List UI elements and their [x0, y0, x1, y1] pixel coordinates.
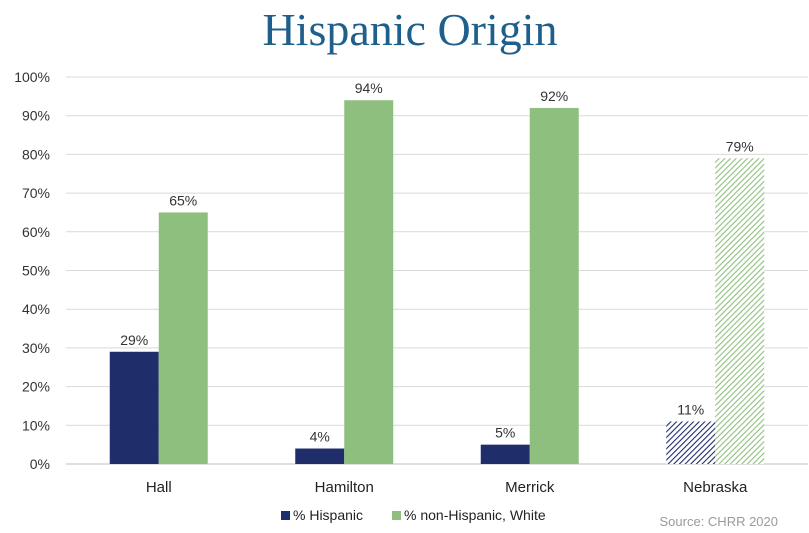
legend-label-hispanic: % Hispanic	[293, 507, 363, 523]
data-label: 92%	[540, 88, 568, 104]
y-tick-label: 80%	[22, 146, 50, 162]
bar-nebraska-non-hispanic-white	[715, 158, 765, 464]
data-label: 29%	[120, 332, 148, 348]
chart-title: Hispanic Origin	[262, 4, 557, 55]
x-category-label: Merrick	[505, 479, 555, 496]
data-label: 79%	[726, 138, 754, 154]
bar-hall-non-hispanic-white	[158, 212, 208, 464]
y-tick-label: 60%	[22, 224, 50, 240]
y-tick-label: 40%	[22, 301, 50, 317]
data-label: 11%	[677, 401, 704, 417]
bars	[109, 100, 765, 465]
legend: % Hispanic % non-Hispanic, White	[281, 507, 546, 523]
x-category-label: Nebraska	[683, 479, 748, 496]
y-axis-ticks: 0% 10% 20% 30% 40% 50% 60% 70% 80% 90% 100%	[14, 69, 50, 472]
y-tick-label: 0%	[30, 456, 50, 472]
data-label: 65%	[169, 192, 197, 208]
y-tick-label: 10%	[22, 417, 50, 433]
data-label: 4%	[310, 429, 330, 445]
legend-label-non-hispanic-white: % non-Hispanic, White	[404, 507, 546, 523]
y-tick-label: 100%	[14, 69, 50, 85]
bar-hamilton-non-hispanic-white	[344, 100, 394, 464]
legend-swatch-non-hispanic-white	[392, 511, 401, 520]
data-labels: 29% 65% 4% 94% 5% 92% 11% 79%	[120, 80, 754, 444]
x-category-label: Hamilton	[315, 479, 374, 496]
bar-merrick-hispanic	[480, 444, 530, 464]
bar-merrick-non-hispanic-white	[529, 107, 579, 465]
bar-hall-hispanic	[109, 351, 159, 464]
data-label: 94%	[355, 80, 383, 96]
data-label: 5%	[495, 425, 515, 441]
x-axis-categories: Hall Hamilton Merrick Nebraska	[146, 479, 748, 496]
y-tick-label: 90%	[22, 108, 50, 124]
y-tick-label: 50%	[22, 263, 50, 279]
bar-nebraska-hispanic	[666, 421, 716, 464]
bar-hamilton-hispanic	[295, 448, 345, 464]
y-tick-label: 30%	[22, 340, 50, 356]
x-category-label: Hall	[146, 479, 172, 496]
y-tick-label: 20%	[22, 379, 50, 395]
y-tick-label: 70%	[22, 185, 50, 201]
legend-swatch-hispanic	[281, 511, 290, 520]
source-note: Source: CHRR 2020	[660, 514, 779, 529]
